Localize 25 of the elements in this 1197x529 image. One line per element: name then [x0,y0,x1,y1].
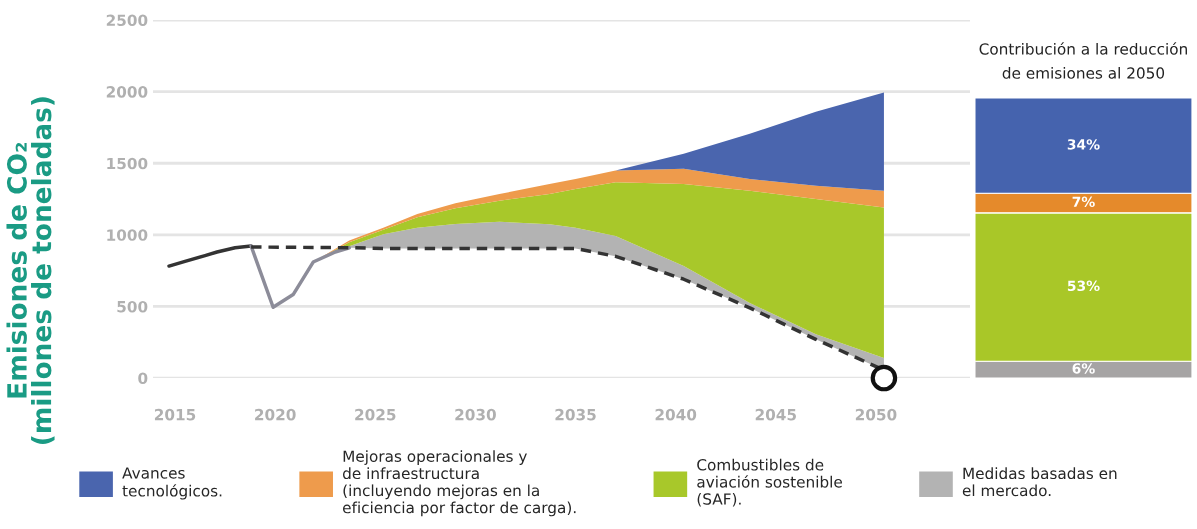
legend-label: Avances tecnológicos. [122,467,222,500]
x-tick-label: 2035 [555,408,596,421]
x-tick-label: 2040 [655,408,697,421]
y-tick-label: 2000 [106,86,148,98]
data-label: 34% [1067,139,1100,150]
y-tick-label: 1500 [107,157,148,170]
chart-title: Contribución a la reducción de emisiones al 2050 [979,42,1187,79]
x-tick-label: 2025 [355,408,396,421]
y-tick-label: 1000 [107,229,148,241]
legend-label: Combustibles de aviación sostenible (SAF). [697,458,842,507]
x-tick-label: 2020 [255,408,296,421]
y-axis-title: Emisiones de CO₂ (millones de toneladas) [6,97,55,444]
legend-label: Mejoras operacionales y de infraestructura (incluyendo mejoras en la eficiencia por factor de carga). [342,450,576,517]
x-tick-label: 2015 [154,408,196,421]
x-tick-label: 2050 [855,408,897,421]
data-label: 7% [1072,196,1095,208]
legend-label: Medidas basadas en el mercado. [962,467,1117,497]
y-tick-label: 2500 [106,14,148,27]
x-tick-label: 2045 [755,408,796,421]
line-series [249,244,351,310]
data-label: 53% [1067,280,1100,292]
y-tick-label: 0 [138,372,148,385]
data-label: 6% [1072,363,1095,374]
y-tick-label: 500 [117,300,148,313]
x-tick-label: 2030 [455,408,496,421]
